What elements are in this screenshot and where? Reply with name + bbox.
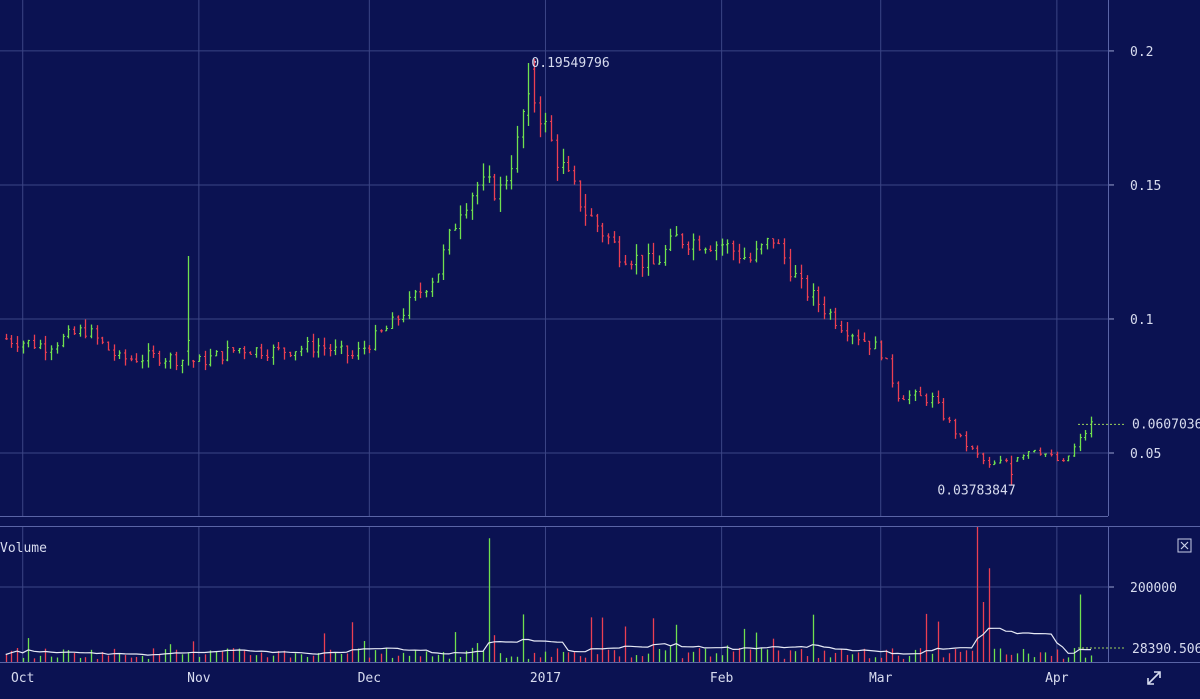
price-tick-label: 0.2 (1130, 45, 1153, 60)
expand-icon (1147, 671, 1161, 685)
axis-labels: Oct Nov Dec 2017 Feb Mar Apr 0.2 0.15 0.1 0.05 2000… (11, 45, 1177, 686)
volume-panel-title: Volume (0, 541, 47, 556)
volume-tick-label: 200000 (1130, 581, 1177, 596)
time-tick-label: Feb (710, 671, 734, 686)
fullscreen-button[interactable] (1140, 665, 1168, 691)
price-tick-label: 0.05 (1130, 447, 1161, 462)
volume-bars (5, 527, 1126, 662)
price-tick-label: 0.1 (1130, 313, 1153, 328)
high-price-label: 0.19549796 (531, 56, 609, 71)
price-tick-label: 0.15 (1130, 179, 1161, 194)
volume-moving-average-line (5, 627, 1091, 656)
time-tick-label: Oct (11, 671, 34, 686)
time-tick-label: Nov (187, 671, 211, 686)
close-volume-panel-button[interactable] (1177, 538, 1192, 553)
last-price-label: 0.0607036 (1132, 417, 1200, 432)
time-tick-label: Dec (358, 671, 381, 686)
time-tick-label: Mar (869, 671, 893, 686)
time-tick-label: Apr (1045, 671, 1069, 686)
time-tick-label: 2017 (530, 671, 561, 686)
low-price-label: 0.03783847 (937, 484, 1015, 499)
last-volume-label: 28390.506 (1132, 642, 1200, 657)
price-candles (5, 59, 1126, 486)
grid-lines (0, 0, 1200, 663)
